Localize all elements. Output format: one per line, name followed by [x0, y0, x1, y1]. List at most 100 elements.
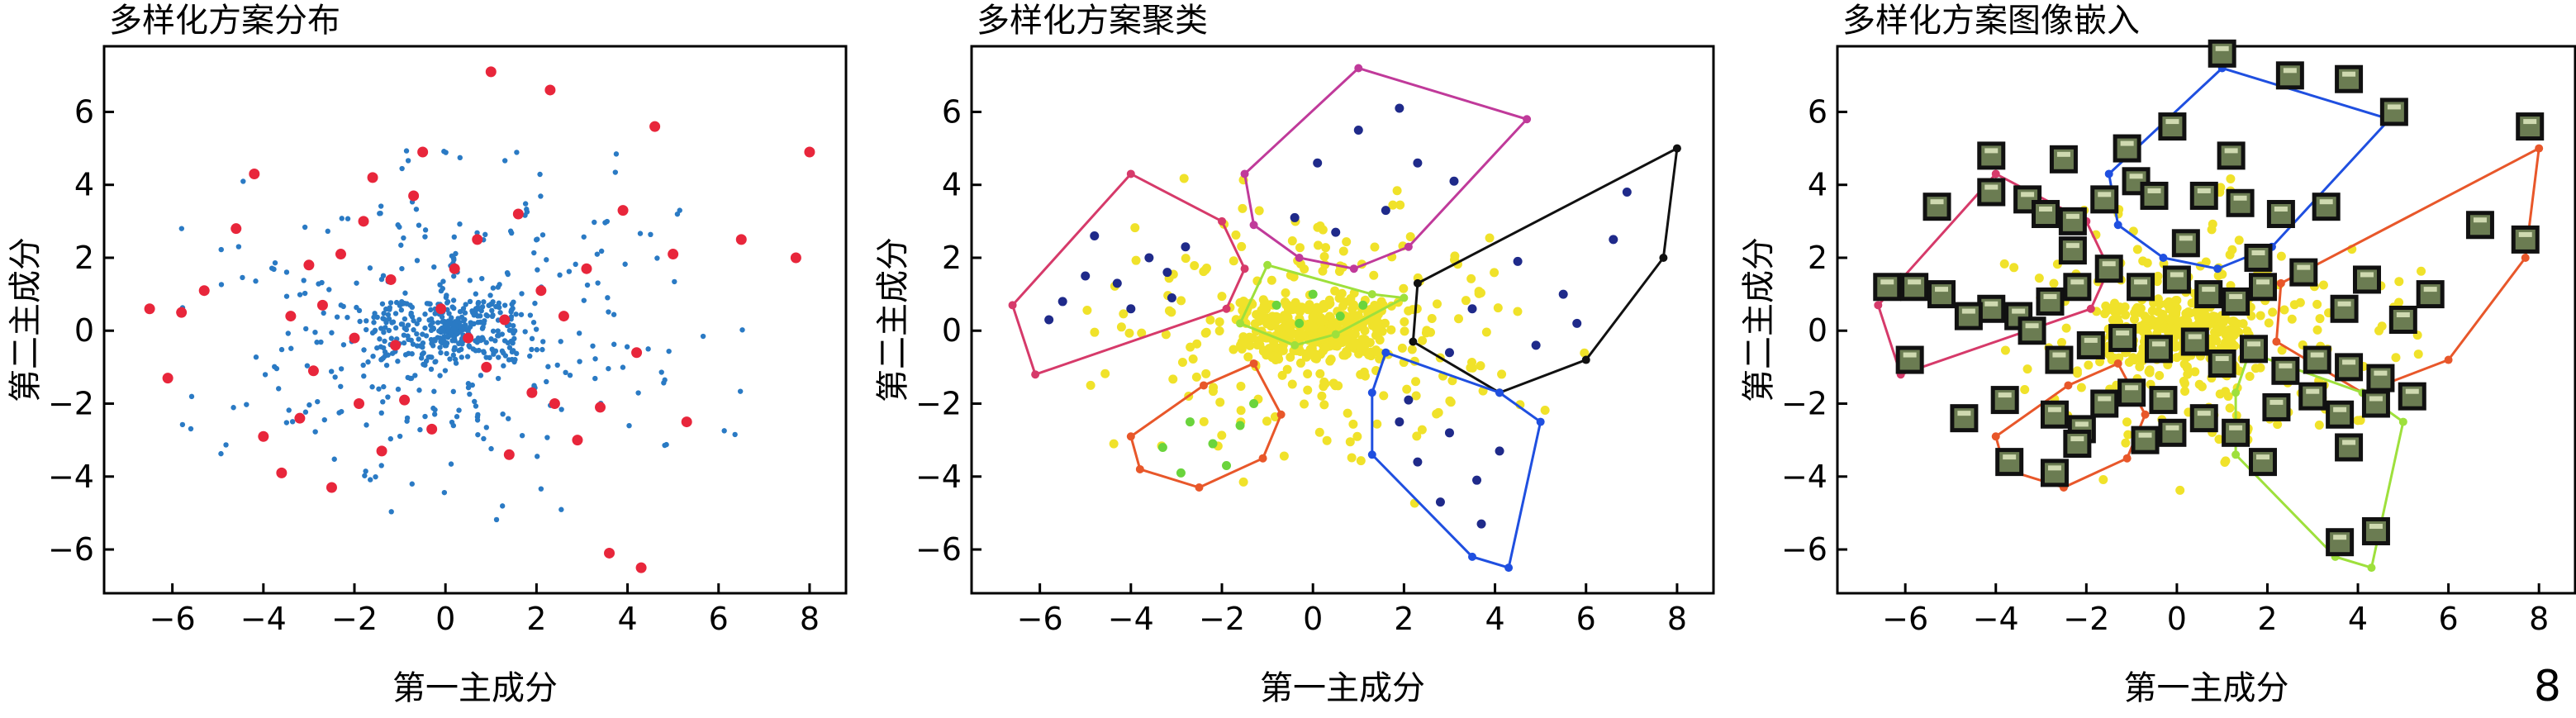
data-point-yellow	[1357, 320, 1367, 330]
image-thumbnail	[1873, 273, 1902, 302]
data-point-yellow	[1313, 240, 1323, 250]
cluster-hull	[1371, 350, 1542, 570]
cluster-point	[1044, 315, 1054, 325]
data-point-blue	[545, 364, 551, 369]
data-point-blue	[469, 382, 475, 388]
data-point-blue	[519, 432, 525, 439]
data-point-yellow	[1186, 342, 1195, 352]
data-point-blue	[339, 216, 345, 221]
data-point-yellow	[1354, 349, 1364, 359]
data-point-blue	[473, 403, 479, 409]
data-point-yellow	[1427, 313, 1437, 323]
data-point-yellow	[1124, 328, 1134, 338]
data-point-yellow	[2122, 417, 2132, 427]
data-point-red	[558, 311, 569, 322]
data-point-yellow	[1295, 243, 1305, 253]
data-point-blue	[538, 486, 544, 492]
data-point-blue	[376, 386, 382, 392]
image-thumbnail	[2113, 134, 2141, 163]
data-point-red	[367, 172, 378, 183]
data-point-blue	[481, 299, 487, 305]
data-point-blue	[392, 325, 399, 331]
data-point-yellow	[1432, 409, 1442, 419]
data-point-blue	[417, 426, 423, 433]
data-point-blue	[338, 366, 345, 372]
data-point-blue	[492, 338, 498, 344]
hull-vertex	[2141, 410, 2150, 419]
data-point-red	[285, 311, 297, 322]
data-point-red	[354, 398, 365, 410]
thumbnail-highlight	[2523, 119, 2537, 125]
cluster-point	[1335, 311, 1345, 321]
data-point-blue	[488, 445, 494, 452]
data-point-blue	[334, 314, 340, 320]
data-point-yellow	[1540, 406, 1550, 416]
data-point-blue	[449, 338, 455, 344]
data-point-blue	[459, 339, 465, 345]
data-point-blue	[496, 354, 501, 360]
data-point-blue	[566, 269, 573, 274]
data-point-blue	[240, 178, 246, 184]
data-point-blue	[613, 151, 620, 157]
data-point-blue	[368, 477, 373, 483]
data-point-blue	[532, 300, 538, 307]
data-point-blue	[432, 311, 438, 316]
data-point-blue	[378, 463, 384, 468]
data-point-blue	[476, 347, 482, 354]
x-tick-label: 4	[2348, 601, 2368, 637]
data-point-red	[276, 467, 288, 478]
data-point-yellow	[1254, 206, 1264, 216]
data-point-blue	[637, 231, 644, 236]
data-point-blue	[558, 506, 564, 512]
image-thumbnail	[2275, 61, 2304, 90]
image-thumbnail	[1977, 141, 2006, 170]
thumbnail-highlight	[2229, 425, 2243, 430]
data-point-blue	[188, 426, 194, 432]
data-point-blue	[506, 416, 511, 421]
data-point-blue	[438, 329, 444, 335]
cluster-point	[1157, 442, 1167, 452]
data-point-blue	[283, 293, 290, 299]
data-point-blue	[450, 352, 457, 359]
data-point-blue	[361, 373, 367, 379]
data-point-yellow	[1308, 312, 1318, 322]
data-point-blue	[381, 311, 387, 316]
data-point-blue	[425, 354, 431, 360]
data-point-red	[162, 373, 173, 384]
data-point-yellow	[1356, 456, 1366, 466]
thumbnail-highlight	[2202, 287, 2216, 292]
thumbnail-highlight	[2179, 235, 2193, 241]
data-point-blue	[467, 391, 473, 397]
data-point-blue	[430, 343, 436, 349]
data-point-yellow	[1161, 330, 1171, 340]
x-tick-label: 4	[617, 601, 637, 637]
data-point-blue	[450, 297, 457, 303]
data-point-blue	[316, 281, 321, 287]
data-point-blue	[411, 317, 416, 324]
image-thumbnail	[2222, 418, 2250, 447]
data-point-yellow	[2250, 364, 2260, 373]
data-point-yellow	[1319, 299, 1328, 309]
data-point-blue	[354, 280, 359, 286]
data-point-blue	[389, 350, 396, 356]
data-point-blue	[497, 282, 502, 288]
y-tick-label: −4	[915, 459, 962, 495]
data-point-red	[649, 121, 661, 132]
thumbnail-highlight	[2047, 407, 2061, 412]
data-point-yellow	[1279, 451, 1289, 461]
data-point-blue	[360, 362, 366, 369]
data-point-yellow	[1372, 419, 1382, 429]
thumbnail-highlight	[2120, 140, 2134, 146]
y-tick-label: −2	[1781, 386, 1827, 422]
data-point-yellow	[1321, 243, 1331, 253]
data-point-blue	[533, 326, 539, 332]
data-point-yellow	[1370, 242, 1380, 252]
x-tick-label: −6	[1017, 601, 1063, 637]
data-point-yellow	[1327, 321, 1337, 330]
cluster-point	[1622, 188, 1632, 197]
plot-frame	[102, 45, 848, 595]
data-point-blue	[371, 320, 377, 326]
thumbnail-highlight	[2170, 272, 2184, 278]
data-point-yellow	[1295, 306, 1305, 316]
data-point-yellow	[2121, 310, 2131, 320]
